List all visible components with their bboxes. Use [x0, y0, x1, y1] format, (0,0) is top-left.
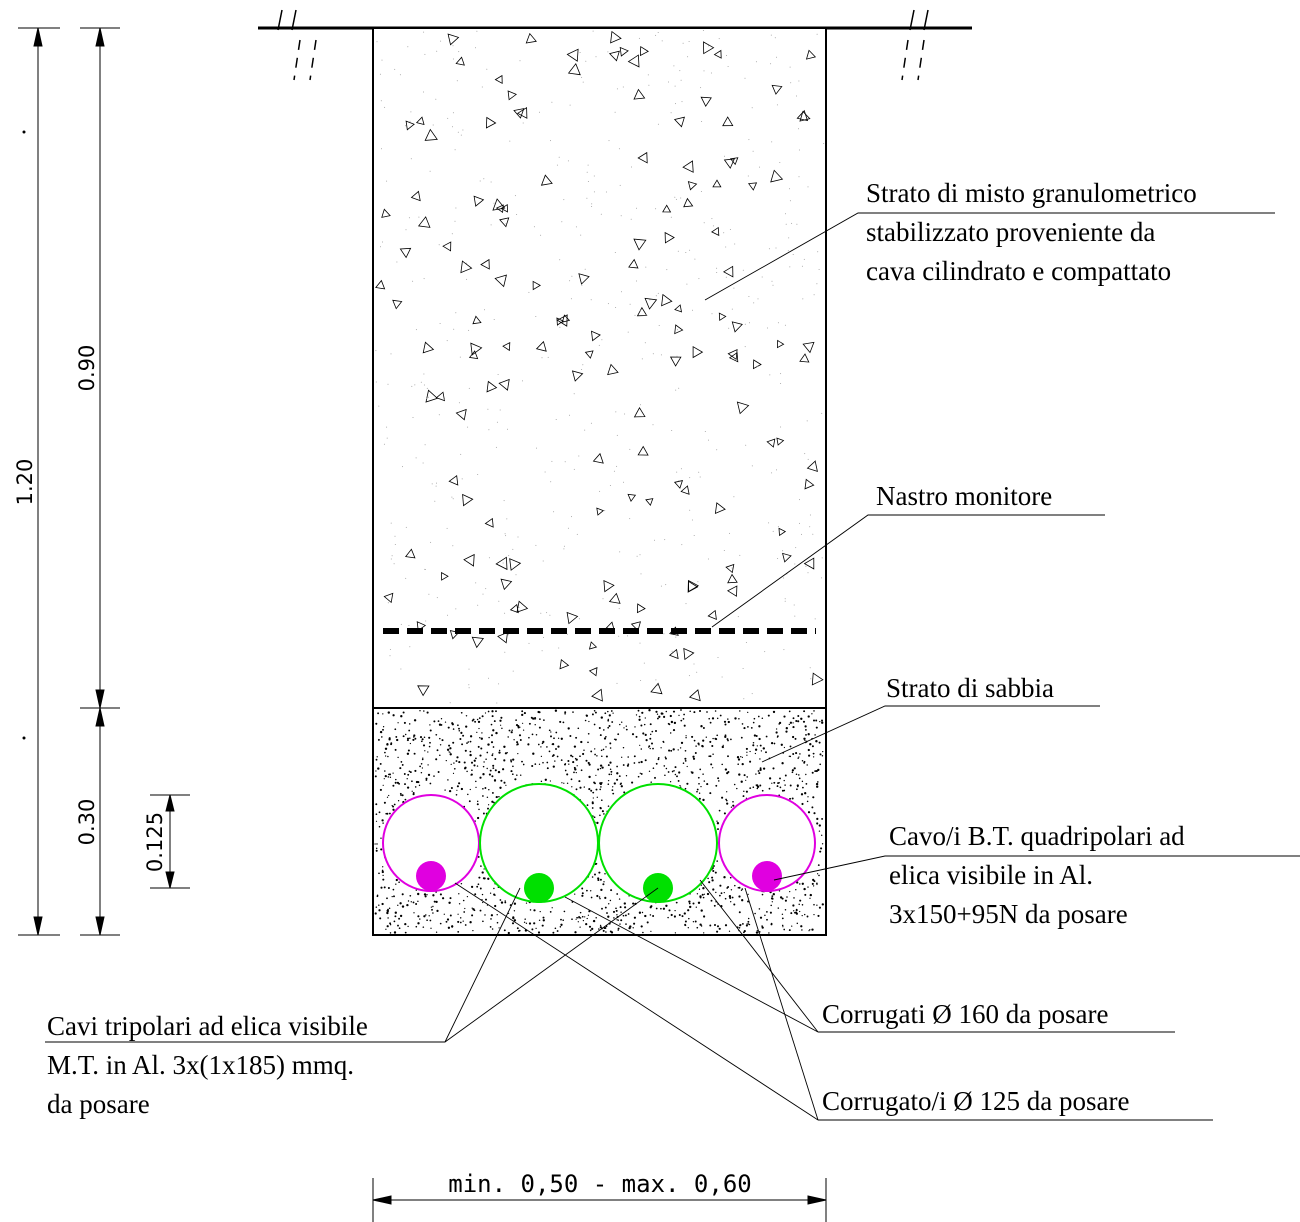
sand-layer-label: Strato di sabbia — [886, 673, 1054, 703]
svg-text:cava cilindrato e compattato: cava cilindrato e compattato — [866, 256, 1171, 286]
leader-lines — [45, 212, 1300, 1121]
lv-cable-left — [416, 861, 446, 891]
fill-depth-label: 0.90 — [75, 345, 99, 392]
svg-text:da posare: da posare — [47, 1089, 150, 1119]
conduit-125-label: Corrugato/i Ø 125 da posare — [822, 1086, 1129, 1116]
mv-cables-label: Cavi tripolari ad elica visibile M.T. in… — [47, 1011, 368, 1119]
gravel-layer-label: Strato di misto granulometrico stabilizz… — [866, 178, 1197, 286]
vertical-dimensions — [18, 27, 190, 936]
total-depth-label: 1.20 — [13, 459, 37, 506]
warning-tape-label: Nastro monitore — [876, 481, 1052, 511]
lv-cables-label: Cavo/i B.T. quadripolari ad elica visibi… — [889, 821, 1185, 929]
mv-cable-left — [524, 873, 554, 903]
svg-text:M.T. in Al. 3x(1x185) mmq.: M.T. in Al. 3x(1x185) mmq. — [47, 1050, 354, 1080]
svg-text:stabilizzato proveniente da: stabilizzato proveniente da — [866, 217, 1155, 247]
gravel-layer — [372, 27, 827, 709]
svg-text:elica visibile in Al.: elica visibile in Al. — [889, 860, 1093, 890]
width-dimension — [372, 1178, 827, 1222]
conduits — [382, 783, 816, 903]
conduit-160-label: Corrugati Ø 160 da posare — [822, 999, 1108, 1029]
trench-width-label: min. 0,50 - max. 0,60 — [448, 1170, 751, 1198]
gravel-hatch-pattern — [375, 30, 825, 704]
svg-text:Cavi tripolari ad elica visibi: Cavi tripolari ad elica visibile — [47, 1011, 368, 1041]
sand-depth-label: 0.30 — [75, 799, 99, 846]
svg-text:Strato di misto granulometrico: Strato di misto granulometrico — [866, 178, 1197, 208]
svg-text:3x150+95N da posare: 3x150+95N da posare — [889, 899, 1128, 929]
svg-text:Cavo/i B.T. quadripolari ad: Cavo/i B.T. quadripolari ad — [889, 821, 1185, 851]
lv-cable-right — [752, 861, 782, 891]
conduit-height-label: 0.125 — [143, 812, 167, 872]
